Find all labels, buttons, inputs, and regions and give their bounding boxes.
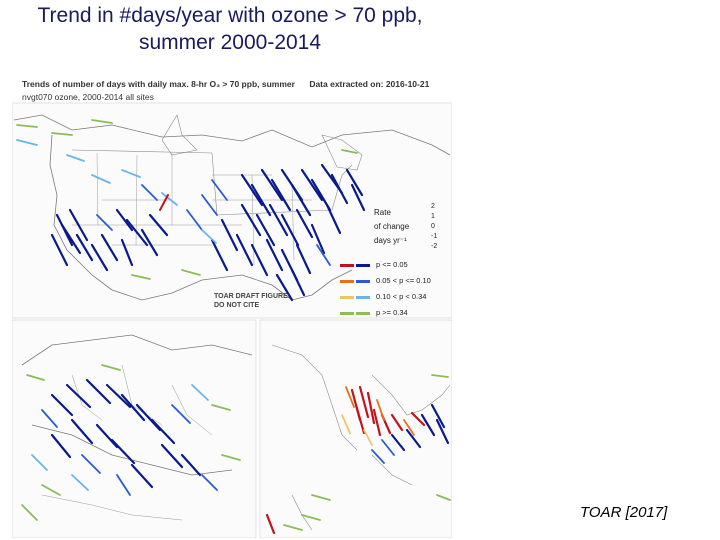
north-america-map	[12, 102, 452, 319]
draft-line-2: DO NOT CITE	[214, 302, 260, 309]
legend-label: p >= 0.34	[376, 308, 408, 317]
legend-swatch-increase	[340, 264, 354, 267]
rate-label-line-1: Rate	[374, 208, 391, 217]
citation: TOAR [2017]	[580, 504, 668, 521]
map-legend: Rate of change days yr⁻¹ 2 1 0 -1 -2 p <…	[336, 196, 456, 326]
europe-map	[12, 319, 257, 538]
rate-ticks: 2 1 0 -1 -2	[431, 202, 437, 252]
legend-swatch-decrease	[356, 280, 370, 283]
legend-row: 0.05 < p <= 0.10	[336, 276, 456, 287]
rate-label-line-2: of change	[374, 222, 410, 231]
rate-tick: -2	[431, 243, 438, 250]
rate-tick: 0	[431, 223, 435, 230]
legend-label: p <= 0.05	[376, 260, 408, 269]
rate-tick: -1	[431, 233, 438, 240]
legend-swatch-decrease	[356, 296, 370, 299]
legend-row: p >= 0.34	[336, 308, 456, 319]
legend-row: p <= 0.05	[336, 260, 456, 271]
figure-header-text: Trends of number of days with daily max.…	[22, 79, 295, 89]
rate-tick: 2	[431, 203, 435, 210]
rate-of-change-label: Rate of change days yr⁻¹	[374, 206, 409, 248]
ozone-trend-maps	[12, 75, 452, 538]
legend-swatch-decrease	[356, 312, 370, 315]
slide-title: Trend in #days/year with ozone > 70 ppb,…	[0, 2, 460, 56]
figure-header: Trends of number of days with daily max.…	[22, 79, 429, 89]
title-line-2: summer 2000-2014	[138, 31, 322, 54]
title-line-1: Trend in #days/year with ozone > 70 ppb,	[37, 4, 423, 27]
legend-label: 0.10 < p < 0.34	[376, 292, 427, 301]
legend-swatch-increase	[340, 296, 354, 299]
legend-row: 0.10 < p < 0.34	[336, 292, 456, 303]
legend-swatch-decrease	[356, 264, 370, 267]
legend-label: 0.05 < p <= 0.10	[376, 276, 431, 285]
east-asia-map	[259, 319, 452, 538]
legend-swatch-increase	[340, 312, 354, 315]
figure-subheader: nvgt070 ozone, 2000-2014 all sites	[22, 92, 154, 102]
rate-tick: 1	[431, 213, 435, 220]
rate-label-line-3: days yr⁻¹	[374, 236, 407, 245]
draft-line-1: TOAR DRAFT FIGURE:	[214, 293, 291, 300]
data-extracted-date: Data extracted on: 2016-10-21	[309, 79, 430, 89]
legend-swatch-increase	[340, 280, 354, 283]
draft-watermark: TOAR DRAFT FIGURE: DO NOT CITE	[214, 292, 290, 310]
